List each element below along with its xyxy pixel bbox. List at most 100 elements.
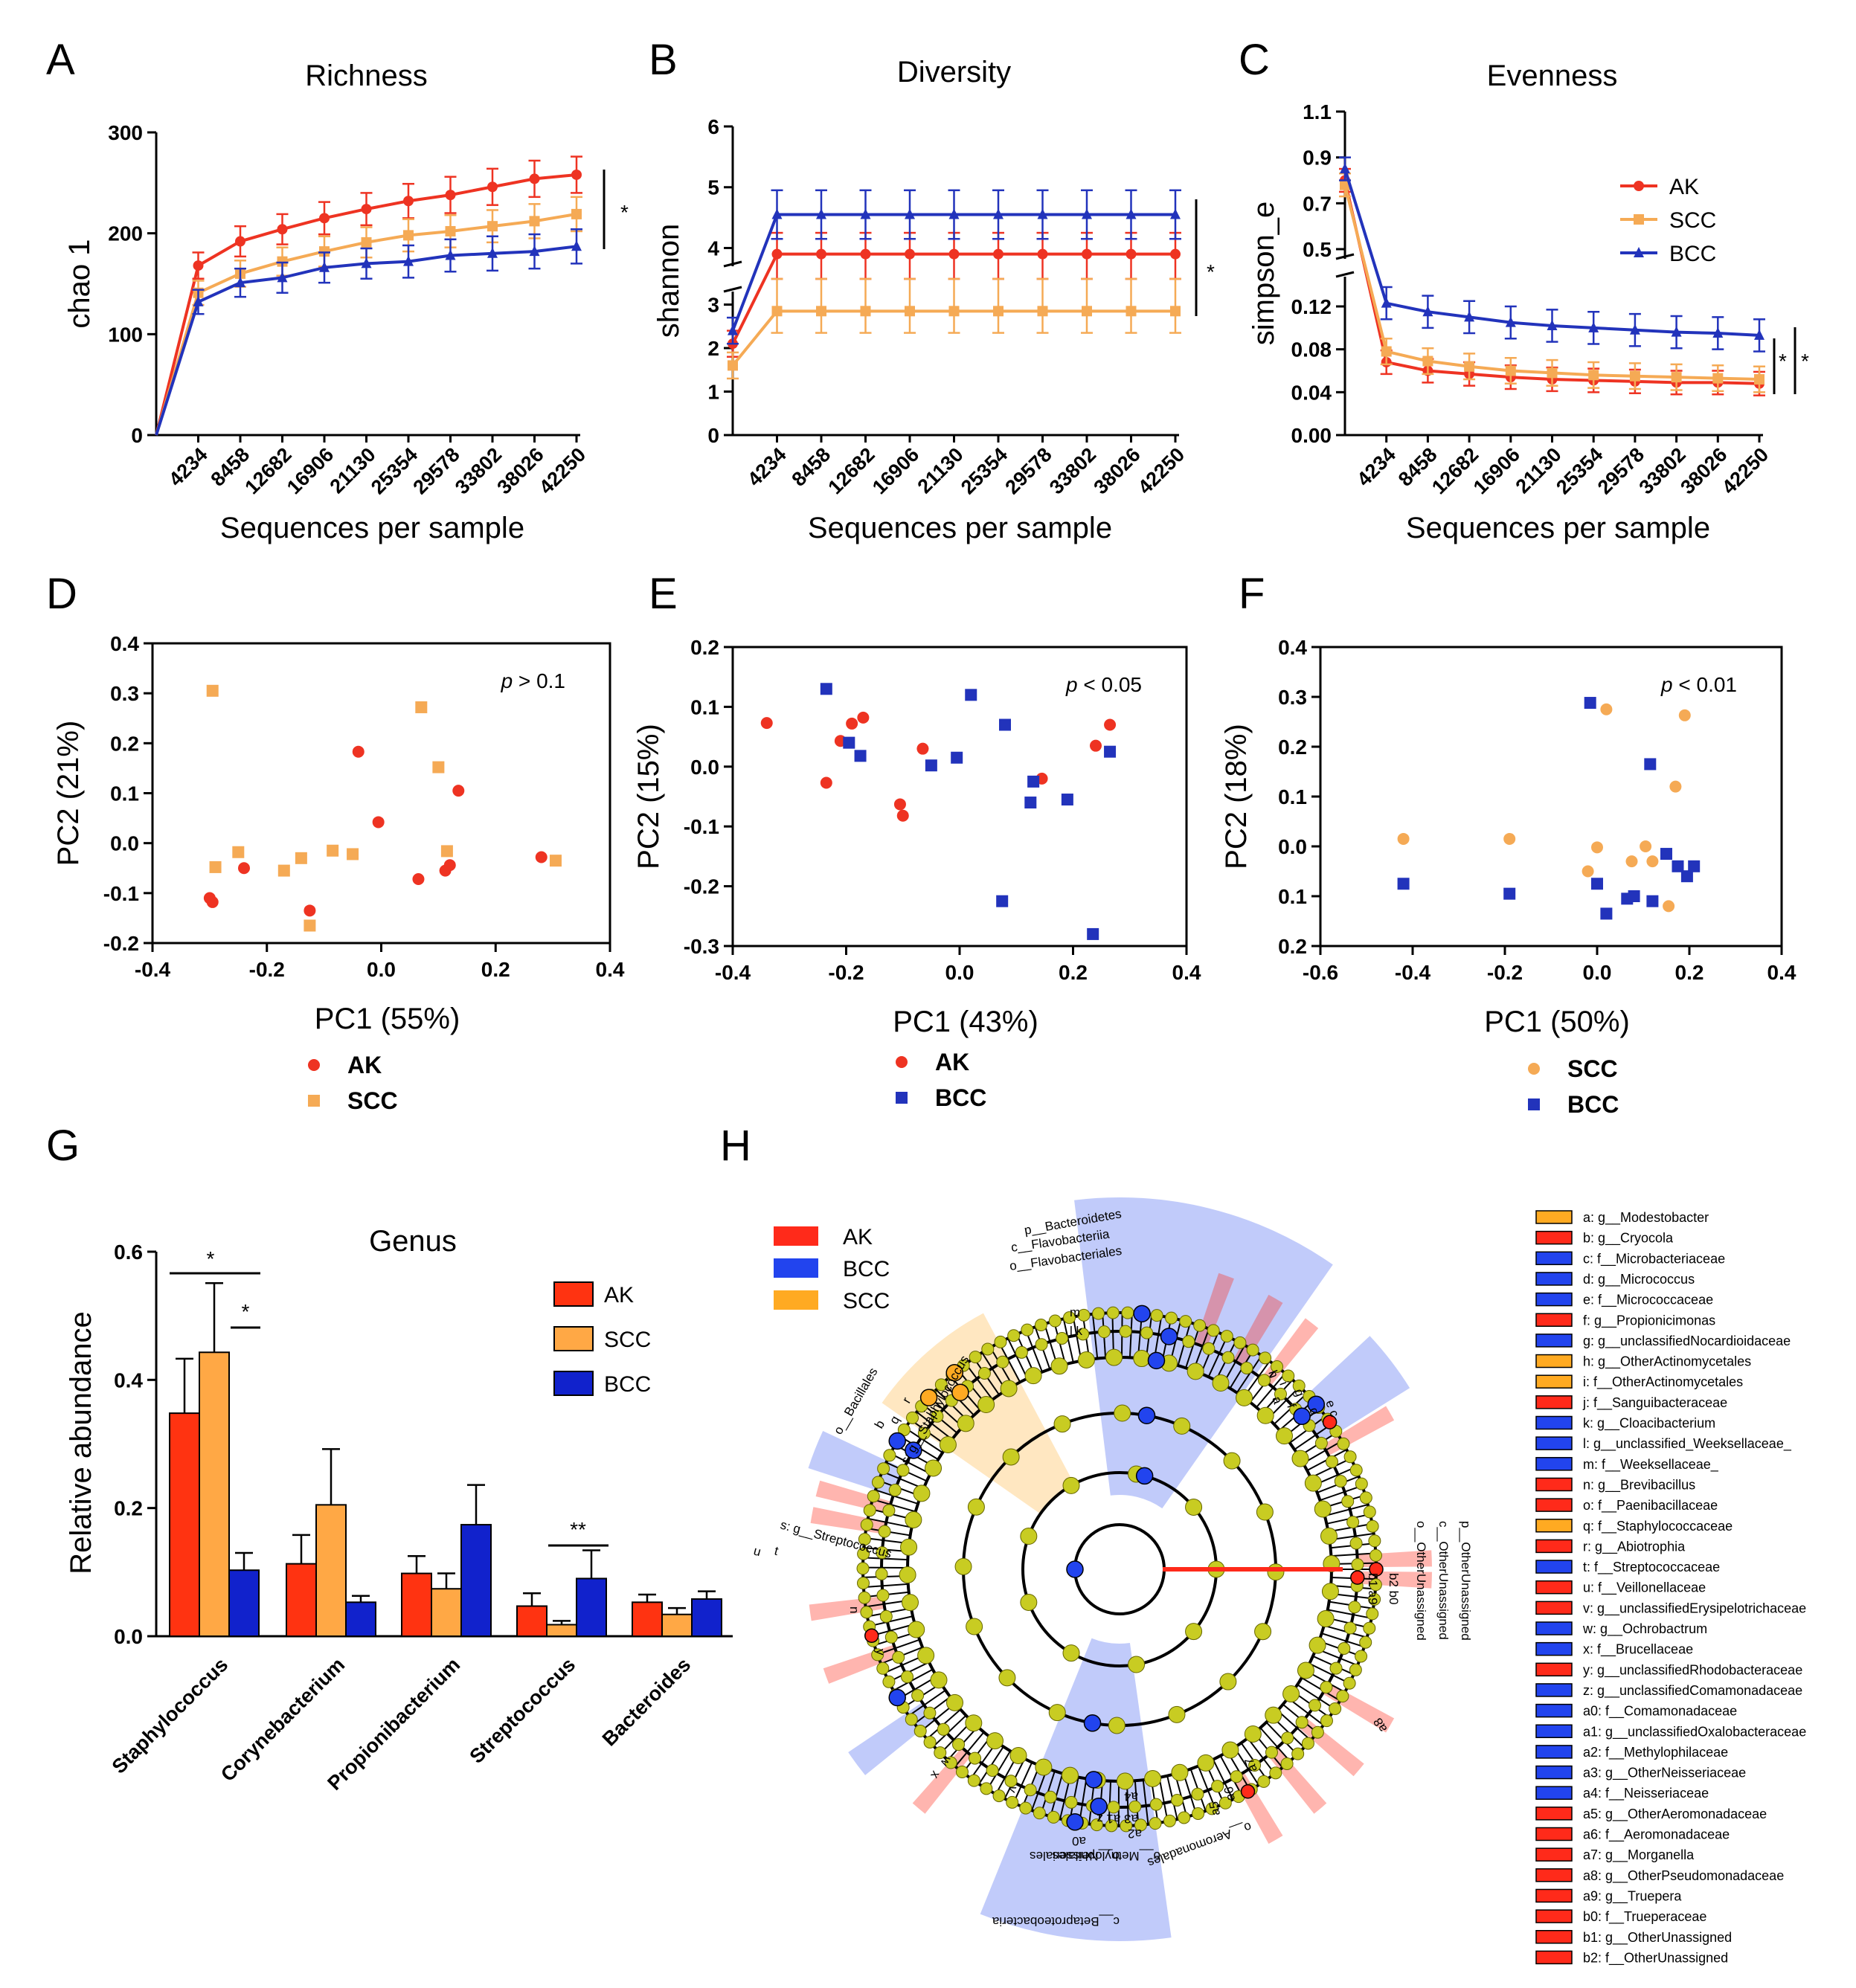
key-label: a0: f__Comamonadaceae (1583, 1704, 1737, 1720)
key-label: a7: g__Morganella (1583, 1847, 1695, 1863)
data-point-scc (816, 306, 826, 317)
cladogram-node (857, 1547, 870, 1560)
y-tick-label: -0.2 (684, 875, 719, 898)
legend-label-bcc: BCC (1567, 1091, 1619, 1118)
cladogram-node (1236, 1389, 1253, 1406)
x-tick-label: 42250 (1718, 443, 1773, 498)
data-point-bcc (1644, 758, 1657, 771)
data-point-scc (1503, 832, 1516, 845)
axis-break-mark (1335, 253, 1355, 260)
cladogram-node-bcc (888, 1688, 906, 1707)
x-tick-label: 12682 (1428, 443, 1483, 498)
data-point-ak (893, 798, 906, 811)
data-point-bcc (1024, 797, 1037, 809)
legend-label-ak: AK (604, 1283, 634, 1307)
axis-break-mark (723, 286, 742, 293)
data-point-bcc (948, 208, 960, 219)
key-label: t: f__Streptococcaceae (1583, 1560, 1720, 1575)
data-point-bcc (999, 718, 1011, 731)
data-point-ak (771, 248, 783, 260)
key-label: a: g__Modestobacter (1583, 1210, 1709, 1226)
y-tick-label: 0.00 (1291, 424, 1332, 447)
cladogram-node (1150, 1309, 1163, 1322)
cladogram-node (1044, 1790, 1057, 1804)
clade-label: c__Betaproteobacteria (992, 1914, 1120, 1929)
cladogram-node (876, 1662, 890, 1675)
key-label: a6: f__Aeromonadaceae (1583, 1827, 1730, 1843)
data-point-scc (1600, 703, 1613, 715)
panel-label-f: F (1239, 570, 1265, 618)
cladogram-node (934, 1378, 948, 1392)
data-point-scc (415, 701, 428, 713)
data-point-scc (347, 848, 359, 860)
x-tick-label: 0.4 (596, 958, 625, 981)
cladogram-node (1220, 1330, 1233, 1343)
cladogram-node (902, 1594, 919, 1612)
cladogram-node (911, 1689, 925, 1702)
key-swatch-ak (1535, 1827, 1573, 1841)
cladogram-node (1105, 1819, 1118, 1833)
data-point-bcc (993, 208, 1004, 219)
cladogram-node (1304, 1474, 1322, 1492)
data-point-ak (403, 196, 414, 207)
y-tick-label: 5 (707, 176, 719, 199)
y-tick-label: 0.2 (690, 636, 719, 659)
cladogram-node (944, 1756, 957, 1769)
x-tick-label: 25354 (1552, 443, 1607, 498)
y-tick-label: 0.1 (1278, 785, 1307, 808)
key-swatch-ak (1535, 1868, 1573, 1882)
cladogram-node (1368, 1592, 1381, 1606)
clade-highlight-ak (809, 1596, 885, 1621)
data-point-bcc (1503, 887, 1516, 900)
data-point-ak (277, 224, 288, 235)
p-value-threshold: < 0.05 (1078, 673, 1142, 696)
key-label: z: g__unclassifiedComamonadaceae (1583, 1683, 1802, 1699)
cladogram-node (1202, 1342, 1216, 1355)
legend-marker-ak (896, 1056, 908, 1068)
cladogram-node (1062, 1476, 1080, 1494)
data-point-scc (1037, 306, 1048, 317)
cladogram-branch (998, 1342, 1021, 1383)
cladogram-node (954, 1557, 972, 1575)
data-point-scc (1754, 374, 1765, 385)
data-point-bcc (1588, 321, 1599, 332)
cladogram-branch (965, 1363, 994, 1400)
cladogram-branch (1091, 1313, 1099, 1359)
legend-label-bcc: BCC (604, 1372, 651, 1397)
data-point-scc (440, 845, 453, 858)
panel-label-g: G (46, 1122, 80, 1170)
cladogram-branch (875, 1489, 919, 1505)
x-tick-label: 38026 (492, 443, 548, 498)
x-tick-label: -0.4 (1395, 961, 1431, 984)
cladogram-node (913, 1484, 931, 1502)
cladogram-node (1191, 1787, 1204, 1801)
cladogram-node (1116, 1772, 1134, 1790)
cladogram-node (1366, 1607, 1379, 1621)
significance-star: * (620, 201, 629, 224)
cladogram-node (1338, 1641, 1351, 1655)
data-point-bcc (854, 750, 867, 762)
cladogram-node (1128, 1656, 1146, 1673)
key-swatch-scc (1535, 1354, 1573, 1368)
data-point-scc (1669, 780, 1682, 793)
data-point-bcc (1126, 208, 1137, 219)
cladogram-node (1297, 1662, 1314, 1679)
key-swatch-bcc (1535, 1457, 1573, 1471)
panel-label-e: E (649, 570, 678, 618)
cladogram-node (1355, 1650, 1368, 1663)
cladogram-branch (882, 1470, 924, 1490)
data-point-bcc (1170, 208, 1181, 219)
cladogram-node (906, 1411, 919, 1424)
cladogram-node-bcc (1133, 1305, 1151, 1323)
y-tick-label: 0.9 (1303, 147, 1332, 170)
clade-label: c__OtherUnassigned (1436, 1521, 1451, 1640)
key-swatch-scc (1535, 1519, 1573, 1533)
cladogram-node (994, 1335, 1007, 1348)
cladogram-node (1343, 1621, 1357, 1635)
data-point-ak (445, 190, 456, 201)
cladogram-node (1369, 1578, 1382, 1592)
y-tick-label: 0.08 (1291, 338, 1332, 361)
data-point-bcc (965, 689, 977, 701)
y-tick-label: 0.4 (110, 632, 139, 655)
cladogram-node (1291, 1747, 1305, 1760)
